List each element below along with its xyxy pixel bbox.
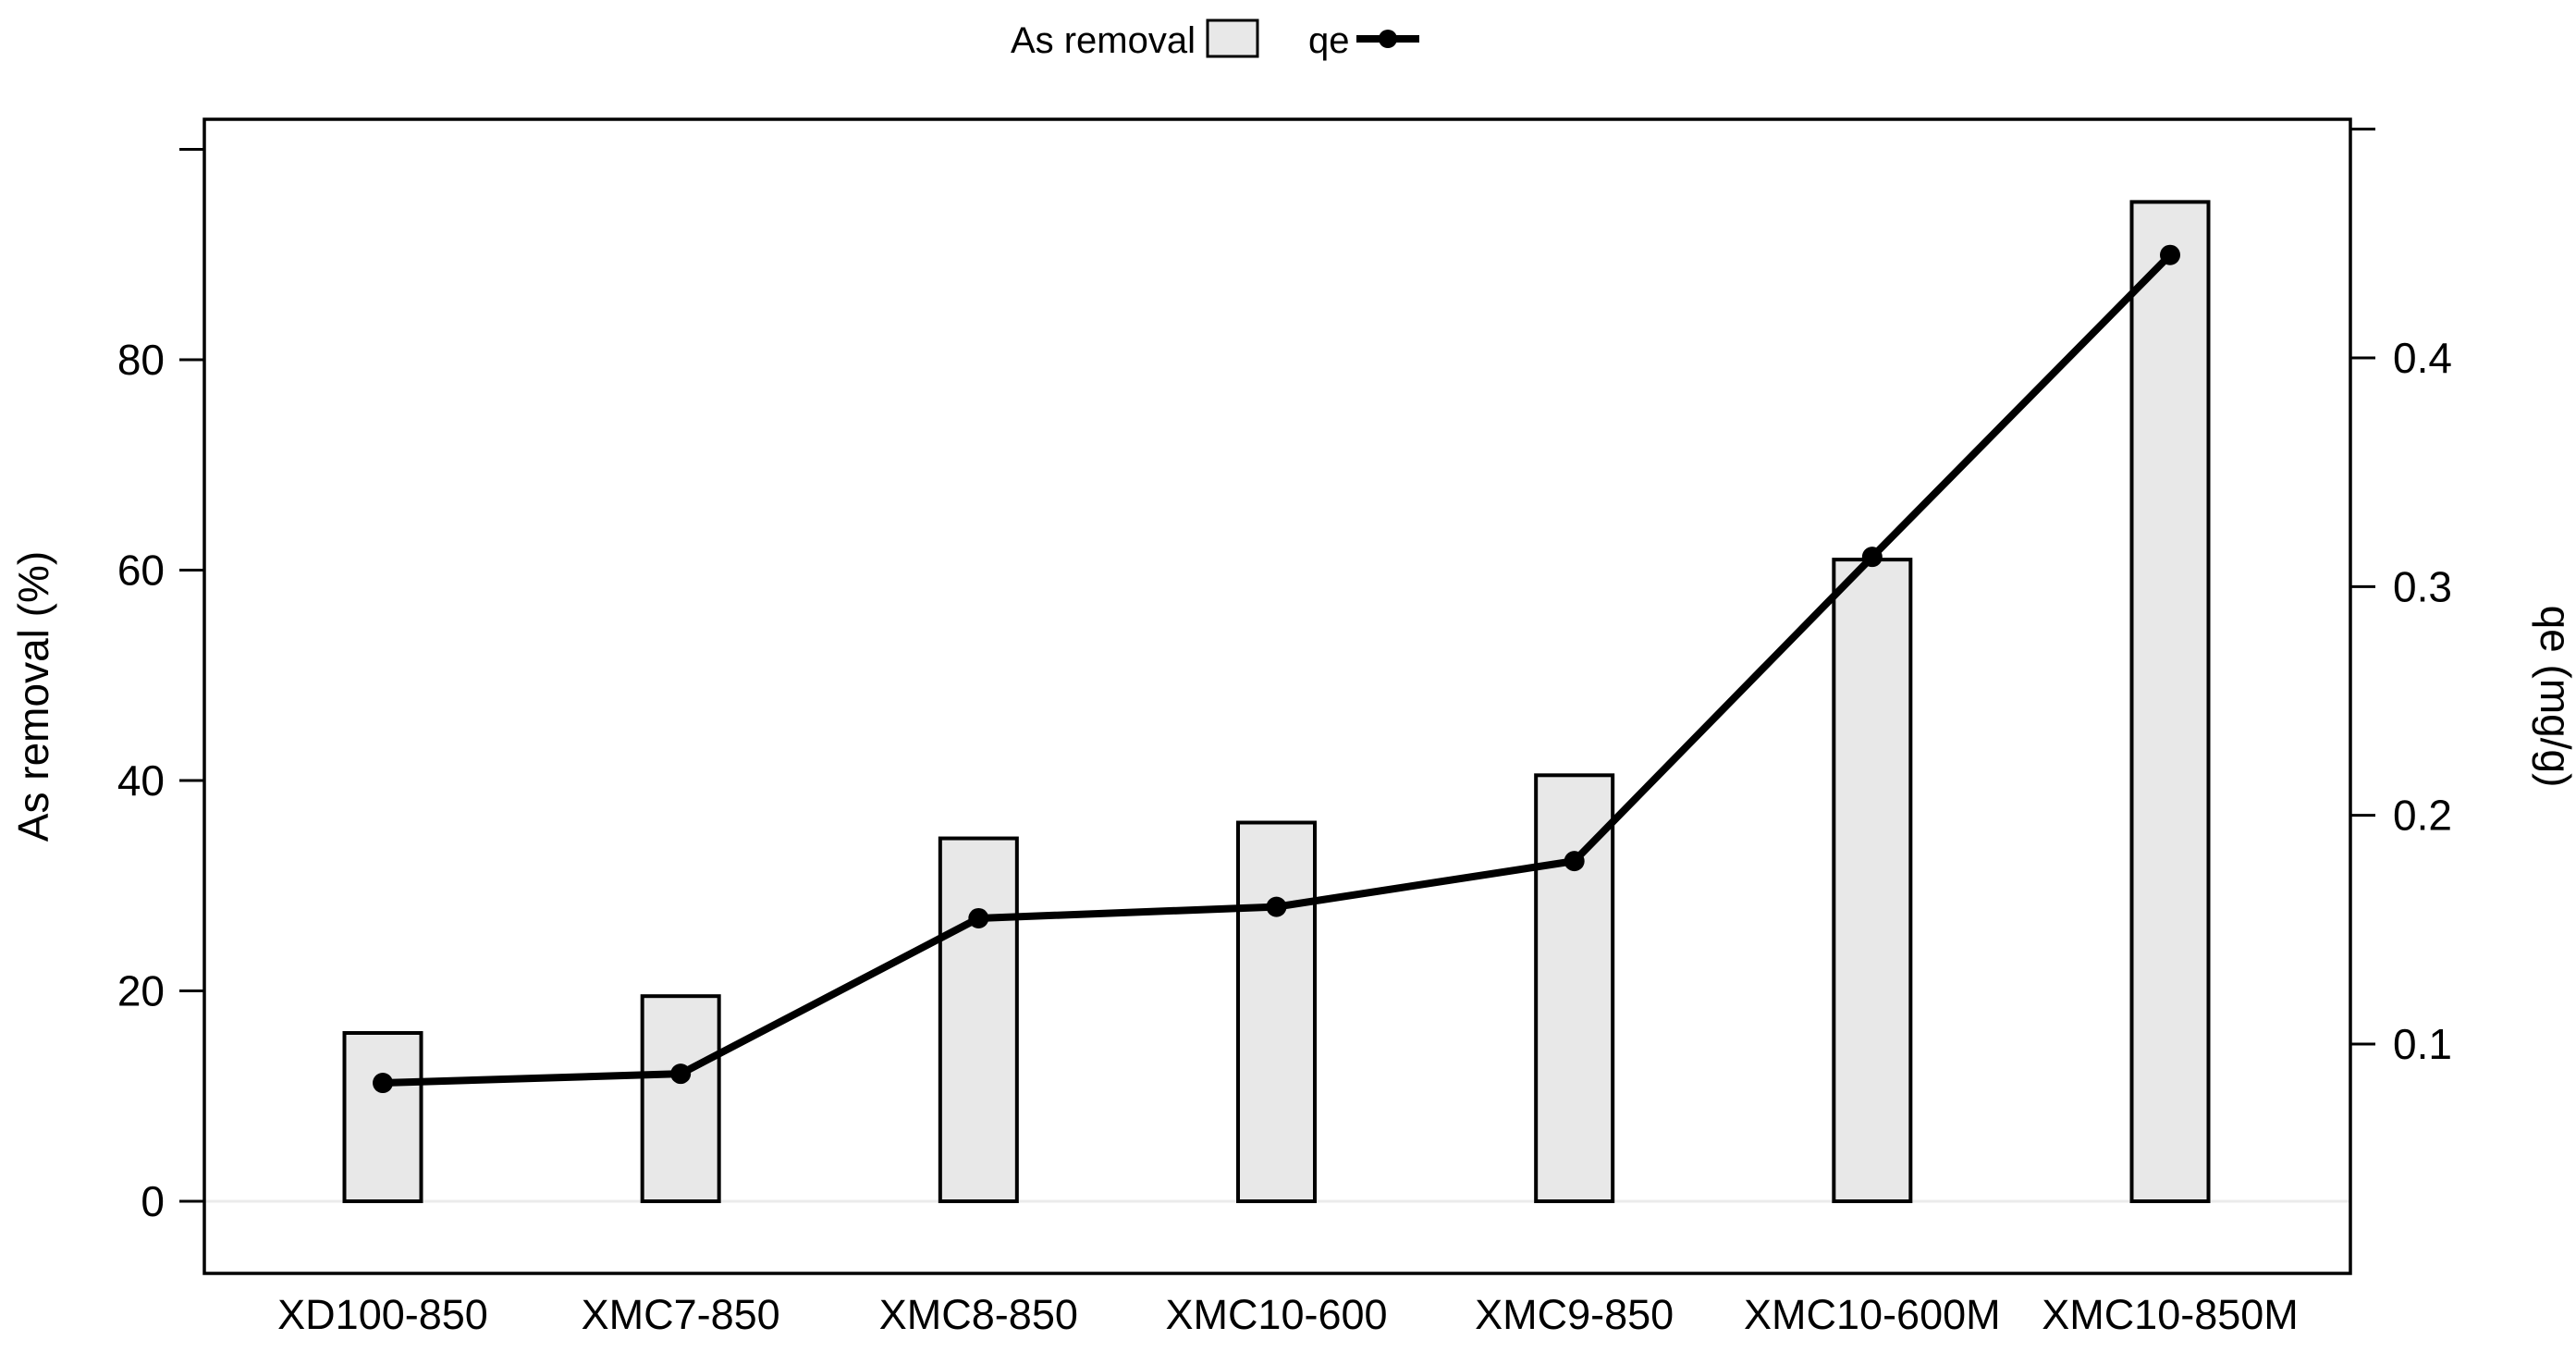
left-tick-label-0: 0	[141, 1177, 165, 1225]
bar-XD100-850	[342, 1031, 423, 1203]
bar-XMC10-600	[1236, 820, 1317, 1203]
qe-point-XMC7-850	[670, 1063, 692, 1085]
x-tick-label-XD100-850: XD100-850	[277, 1291, 488, 1338]
legend-bar-label: As removal	[1011, 20, 1196, 61]
right-tick-label-0.1: 0.1	[2393, 1020, 2452, 1068]
x-tick-label-XMC7-850: XMC7-850	[582, 1291, 780, 1338]
bar-XMC8-850	[938, 836, 1019, 1203]
x-tick-label-XMC9-850: XMC9-850	[1475, 1291, 1674, 1338]
right-tick-label-0.4: 0.4	[2393, 334, 2452, 382]
bar-XMC9-850	[1534, 773, 1615, 1203]
bar-XMC10-600M	[1832, 558, 1913, 1203]
x-tick-label-XMC10-600: XMC10-600	[1165, 1291, 1387, 1338]
x-tick-label-XMC8-850: XMC8-850	[879, 1291, 1078, 1338]
right-tick-label-0.3: 0.3	[2393, 562, 2452, 610]
qe-point-XMC10-850M	[2160, 244, 2180, 265]
qe-point-XMC10-600M	[1861, 547, 1883, 568]
left-tick-label-40: 40	[117, 756, 165, 805]
left-tick-label-20: 20	[117, 967, 165, 1015]
right-axis-title: qe (mg/g)	[2532, 606, 2576, 788]
plot-border	[202, 117, 2352, 1275]
left-axis-title: As removal (%)	[9, 551, 57, 842]
legend: As removal qe	[1011, 18, 1419, 61]
qe-point-XMC9-850	[1564, 851, 1585, 872]
legend-line-label: qe	[1308, 20, 1350, 61]
qe-point-XMC8-850	[968, 907, 989, 928]
qe-point-XD100-850	[373, 1073, 393, 1094]
left-tick-label-60: 60	[117, 547, 165, 595]
legend-line-marker	[1379, 30, 1397, 48]
legend-bar-swatch	[1206, 18, 1259, 58]
left-tick-label-80: 80	[117, 336, 165, 384]
x-tick-label-XMC10-600M: XMC10-600M	[1744, 1291, 2001, 1338]
x-tick-label-XMC10-850M: XMC10-850M	[2042, 1291, 2299, 1338]
bar-XMC10-850M	[2129, 200, 2211, 1203]
right-tick-label-0.2: 0.2	[2393, 792, 2452, 840]
bar-XMC7-850	[640, 994, 721, 1203]
qe-point-XMC10-600	[1266, 896, 1287, 917]
